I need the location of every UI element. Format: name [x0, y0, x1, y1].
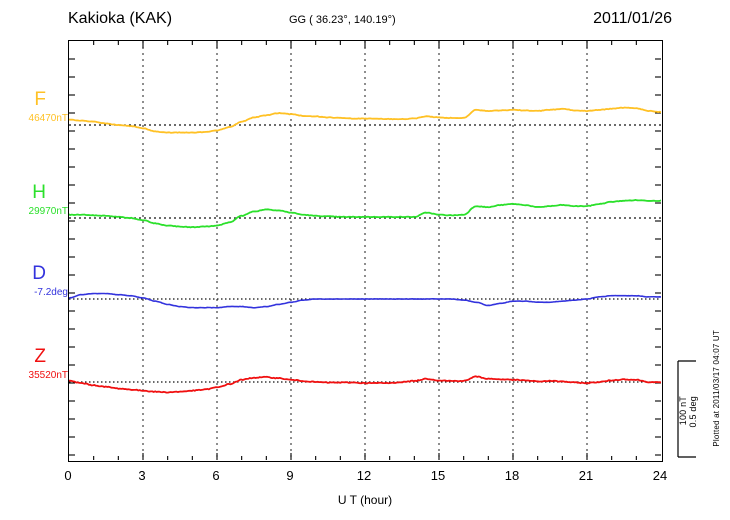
trace-H	[69, 199, 661, 229]
component-baseline-value: -7.2deg	[34, 287, 68, 298]
component-baseline-value: 29970nT	[28, 206, 68, 217]
x-tick-label: 15	[430, 468, 446, 483]
plot-canvas	[69, 41, 661, 460]
x-tick-label: 0	[64, 468, 72, 483]
trace-D	[69, 292, 661, 309]
component-symbol: H	[32, 182, 46, 203]
component-symbol: D	[32, 263, 46, 284]
x-tick-label: 24	[652, 468, 668, 483]
component-label-F: F 46470nT	[0, 90, 68, 125]
component-symbol: F	[34, 89, 46, 110]
component-label-H: H 29970nT	[0, 183, 68, 218]
scale-label-deg: 0.5 deg	[688, 396, 698, 428]
observation-date: 2011/01/26	[593, 10, 672, 27]
x-tick-label: 6	[212, 468, 220, 483]
geographic-coordinates: GG ( 36.23°, 140.19°)	[289, 14, 396, 26]
component-label-Z: Z 35520nT	[0, 347, 68, 382]
x-tick-label: 18	[504, 468, 520, 483]
component-baseline-value: 46470nT	[28, 113, 68, 124]
magnetogram-plot-area	[68, 40, 663, 462]
x-tick-label: 9	[286, 468, 294, 483]
trace-F	[69, 106, 661, 134]
amplitude-scale-bar	[672, 355, 698, 463]
component-symbol: Z	[34, 346, 46, 367]
x-tick-label: 21	[578, 468, 594, 483]
trace-Z	[69, 375, 661, 394]
component-baseline-value: 35520nT	[28, 370, 68, 381]
x-tick-label: 3	[138, 468, 146, 483]
plotted-at-timestamp: Plotted at 2011/03/17 04:07 UT	[712, 330, 721, 447]
station-title: Kakioka (KAK)	[68, 10, 173, 27]
x-axis-title: U T (hour)	[337, 493, 393, 507]
x-tick-label: 12	[356, 468, 372, 483]
component-label-D: D -7.2deg	[0, 264, 68, 299]
scale-label-nt: 100 nT	[678, 396, 688, 426]
